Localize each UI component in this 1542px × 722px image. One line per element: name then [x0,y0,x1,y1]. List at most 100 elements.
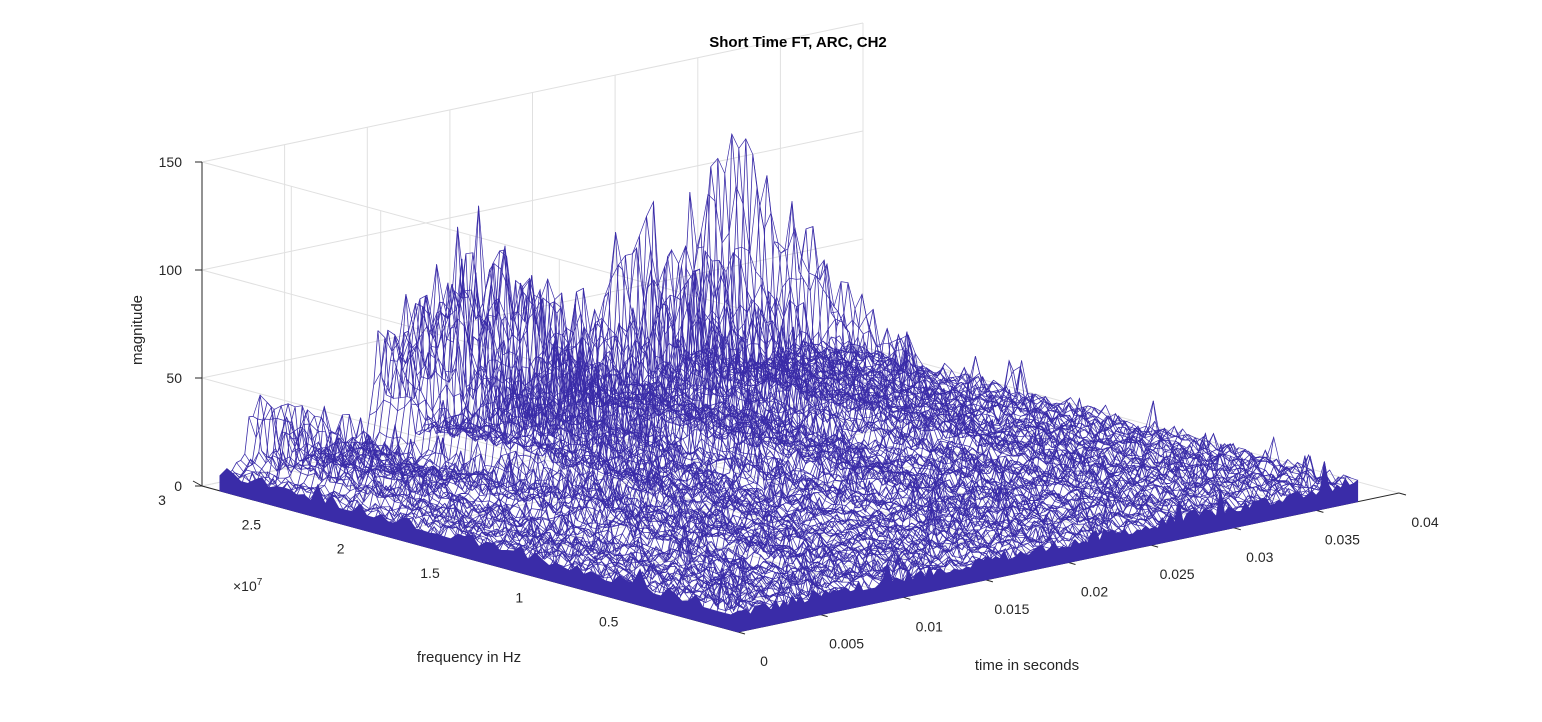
z-tick-label-0: 0 [174,478,182,494]
mesh-col-147 [830,336,1350,486]
z-tick-label-1: 50 [166,370,182,386]
mesh-col-71 [515,360,1034,555]
mesh-col-112 [685,246,1205,520]
mesh-col-68 [502,378,1021,555]
mesh-col-14 [277,431,797,603]
mesh-col-53 [440,424,959,571]
x-tick-label-6: 0.03 [1246,549,1273,565]
mesh-col-11 [265,456,784,603]
mesh-col-97 [623,383,1142,532]
y-tick-label-5: 3 [158,492,166,508]
x-tick-label-8: 0.04 [1411,514,1438,530]
mesh-col-73 [523,401,1042,550]
mesh-col-76 [535,398,1055,547]
mesh-col-149 [839,335,1358,484]
x-tick-mark-6 [1233,527,1241,531]
mesh-col-90 [593,384,1113,537]
mesh-row-45 [422,319,1043,535]
y-tick-label-1: 1 [515,589,523,605]
mesh-col-101 [639,382,1159,529]
mesh-col-126 [743,330,1263,506]
mesh-col-131 [764,362,1284,506]
mesh-col-119 [714,360,1234,512]
surface-mesh [219,132,1359,633]
chart-title: Short Time FT, ARC, CH2 [709,34,887,51]
floor-grid-f-0 [648,468,1310,609]
mesh-col-72 [518,372,1038,551]
mesh-col-111 [681,347,1200,518]
mesh-col-79 [548,200,1067,551]
x-tick-label-1: 0.005 [829,636,864,652]
mesh-col-135 [780,325,1300,500]
mesh-col-30 [344,437,864,594]
x-tick-mark-1 [820,614,828,618]
mesh-side-skirt [219,468,739,633]
mesh-col-45 [406,245,926,578]
mesh-col-41 [390,295,909,583]
mesh-col-15 [282,405,801,599]
mesh-col-87 [581,365,1100,542]
mesh-col-46 [411,368,930,575]
mesh-col-113 [689,132,1209,515]
mesh-col-22 [311,441,830,597]
mesh-col-57 [456,424,976,567]
y-tick-label-2: 1.5 [420,565,440,581]
mesh-col-139 [797,351,1317,499]
mesh-col-63 [481,358,1001,563]
mesh-col-7 [248,416,768,608]
mesh-col-105 [656,290,1175,526]
z-axis-label: magnitude [129,295,146,365]
mesh-col-36 [369,397,889,581]
mesh-col-49 [423,345,942,571]
mesh-col-77 [539,375,1059,554]
mesh-col-103 [647,374,1167,526]
mesh-col-25 [323,452,843,595]
mesh-col-8 [252,394,772,612]
y-tick-label-0: 0.5 [599,614,619,630]
mesh-col-5 [240,451,759,610]
x-tick-mark-0 [737,631,746,635]
mesh-col-84 [569,269,1088,544]
mesh-col-91 [598,390,1117,540]
mesh-col-82 [560,329,1080,545]
y-axis-exponent-base: ×10 [233,578,257,594]
mesh-col-1 [223,472,743,619]
mesh-col-146 [826,344,1346,486]
x-tick-label-4: 0.02 [1081,584,1108,600]
mesh-col-98 [627,372,1146,527]
mesh-row-4 [709,469,1330,611]
mesh-front-skirt [737,461,1359,633]
mesh-col-145 [822,331,1342,489]
y-tick-label-4: 2.5 [242,516,262,532]
mesh-col-148 [835,333,1354,487]
mesh-col-31 [348,441,868,595]
y-axis-label: frequency in Hz [417,649,521,666]
x-tick-label-5: 0.025 [1160,566,1195,582]
mesh-col-80 [552,232,1071,550]
mesh-col-96 [619,384,1138,534]
z-tick-label-3: 150 [159,154,183,170]
x-tick-mark-5 [1150,544,1159,548]
mesh-col-107 [664,341,1184,523]
mesh-col-86 [577,368,1096,537]
mesh-col-65 [489,411,1009,563]
mesh-col-93 [606,364,1125,534]
mesh-col-43 [398,250,918,580]
mesh-col-100 [635,368,1155,528]
mesh-col-34 [361,435,880,585]
x-axis-label: time in seconds [975,657,1079,674]
x-tick-mark-4 [1068,562,1076,565]
mesh-col-42 [394,205,914,585]
mesh-col-62 [477,277,997,557]
x-tick-label-2: 0.01 [916,618,943,634]
mesh-col-129 [756,356,1275,505]
y-tick-mark-5 [192,480,203,487]
x-tick-mark-8 [1398,492,1407,496]
mesh-col-69 [506,279,1026,560]
mesh-row-13 [646,443,1267,594]
mesh-col-9 [257,406,776,610]
mesh-col-37 [373,311,893,583]
mesh-col-70 [510,269,1030,556]
mesh-col-60 [469,365,988,565]
mesh-col-110 [677,367,1196,520]
